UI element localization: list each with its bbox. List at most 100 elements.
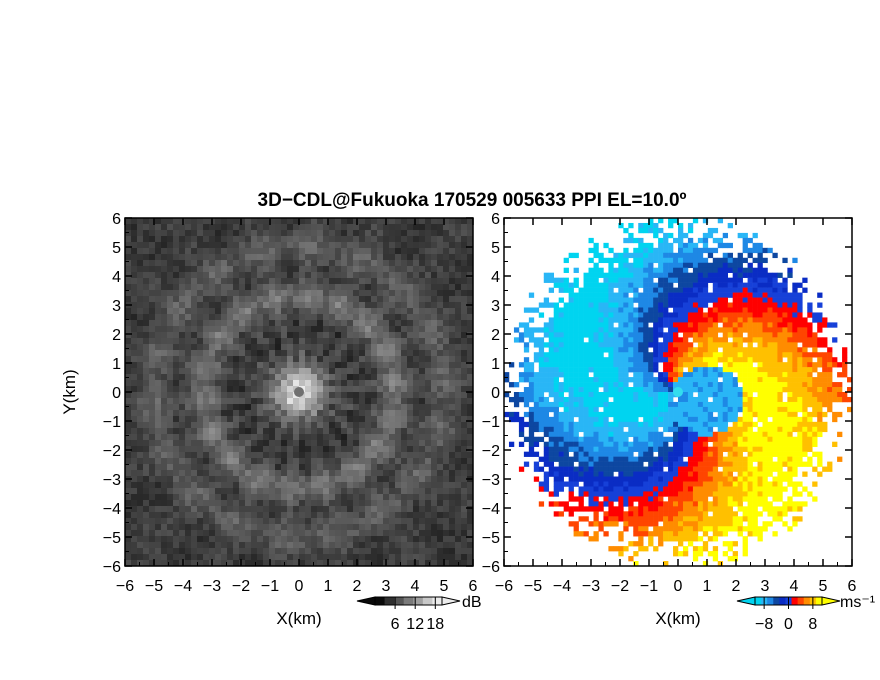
reflectivity-cell	[335, 458, 342, 465]
velocity-cell	[568, 367, 574, 373]
reflectivity-cell	[419, 464, 426, 471]
reflectivity-cell	[425, 518, 432, 525]
velocity-cell	[593, 536, 599, 542]
velocity-cell	[563, 431, 569, 438]
reflectivity-cell	[245, 350, 252, 357]
velocity-cell	[653, 411, 659, 418]
reflectivity-cell	[431, 506, 438, 513]
reflectivity-cell	[203, 482, 210, 489]
velocity-cell	[653, 416, 659, 423]
reflectivity-cell	[209, 554, 216, 561]
reflectivity-cell	[347, 242, 354, 249]
reflectivity-cell	[155, 248, 162, 255]
reflectivity-cell	[377, 482, 384, 489]
reflectivity-cell	[317, 446, 324, 453]
reflectivity-cell	[269, 410, 276, 417]
velocity-cell	[618, 282, 624, 288]
velocity-cell	[583, 392, 589, 398]
velocity-cell	[623, 406, 629, 413]
reflectivity-cell	[209, 248, 216, 255]
velocity-cell	[668, 531, 674, 537]
velocity-cell	[628, 282, 634, 288]
reflectivity-cell	[455, 332, 462, 339]
reflectivity-cell	[287, 494, 294, 501]
velocity-cell	[603, 456, 609, 462]
velocity-cell	[658, 247, 664, 254]
reflectivity-cell	[437, 374, 444, 381]
velocity-cell	[533, 436, 540, 443]
velocity-cell	[548, 491, 555, 497]
reflectivity-cell	[317, 236, 324, 243]
reflectivity-cell	[461, 218, 468, 225]
reflectivity-cell	[233, 320, 240, 327]
velocity-cell	[648, 416, 654, 423]
velocity-cell	[553, 416, 559, 423]
velocity-cell	[593, 377, 599, 383]
reflectivity-cell	[437, 470, 444, 477]
reflectivity-cell	[203, 560, 210, 567]
reflectivity-cell	[425, 368, 432, 375]
reflectivity-cell	[239, 494, 246, 501]
reflectivity-cell	[455, 242, 462, 249]
reflectivity-cell	[467, 536, 474, 543]
reflectivity-cell	[251, 434, 258, 441]
velocity-cell	[653, 476, 659, 482]
velocity-cell	[593, 312, 599, 318]
reflectivity-cell	[179, 248, 186, 255]
reflectivity-cell	[233, 266, 240, 273]
reflectivity-cell	[209, 284, 216, 291]
reflectivity-cell	[221, 446, 228, 453]
reflectivity-cell	[179, 386, 186, 393]
reflectivity-cell	[425, 452, 432, 459]
reflectivity-cell	[467, 356, 474, 363]
reflectivity-cell	[449, 230, 456, 237]
reflectivity-cell	[401, 386, 408, 393]
reflectivity-cell	[395, 344, 402, 351]
reflectivity-cell	[425, 506, 432, 513]
velocity-cell	[518, 322, 525, 328]
velocity-cell	[653, 491, 659, 497]
reflectivity-cell	[233, 314, 240, 321]
reflectivity-cell	[251, 290, 258, 297]
reflectivity-cell	[227, 332, 234, 339]
reflectivity-cell	[155, 524, 162, 531]
reflectivity-cell	[281, 410, 288, 417]
reflectivity-cell	[407, 548, 414, 555]
reflectivity-cell	[191, 542, 198, 549]
reflectivity-cell	[173, 458, 180, 465]
reflectivity-cell	[461, 368, 468, 375]
reflectivity-cell	[305, 332, 312, 339]
reflectivity-cell	[191, 422, 198, 429]
reflectivity-cell	[467, 554, 474, 561]
velocity-cell	[638, 441, 644, 447]
reflectivity-cell	[455, 476, 462, 483]
reflectivity-cell	[377, 320, 384, 327]
velocity-cell	[603, 292, 609, 298]
velocity-cell	[673, 307, 679, 313]
velocity-cell	[563, 382, 569, 388]
reflectivity-cell	[209, 404, 216, 411]
reflectivity-cell	[449, 308, 456, 315]
velocity-cell	[668, 392, 674, 398]
velocity-cell	[558, 486, 564, 492]
reflectivity-cell	[461, 434, 468, 441]
velocity-cell	[628, 516, 634, 522]
velocity-cell	[543, 401, 550, 408]
velocity-cell	[653, 506, 659, 512]
reflectivity-cell	[269, 494, 276, 501]
reflectivity-cell	[311, 512, 318, 519]
velocity-cell	[618, 396, 624, 403]
reflectivity-cell	[311, 236, 318, 243]
velocity-cell	[603, 307, 609, 313]
velocity-cell	[588, 431, 594, 438]
reflectivity-cell	[287, 536, 294, 543]
reflectivity-cell	[389, 350, 396, 357]
reflectivity-cell	[185, 404, 192, 411]
reflectivity-cell	[329, 296, 336, 303]
velocity-cell	[543, 387, 550, 393]
reflectivity-cell	[299, 458, 306, 465]
reflectivity-cell	[467, 464, 474, 471]
velocity-cell	[638, 297, 644, 303]
reflectivity-cell	[425, 320, 432, 327]
